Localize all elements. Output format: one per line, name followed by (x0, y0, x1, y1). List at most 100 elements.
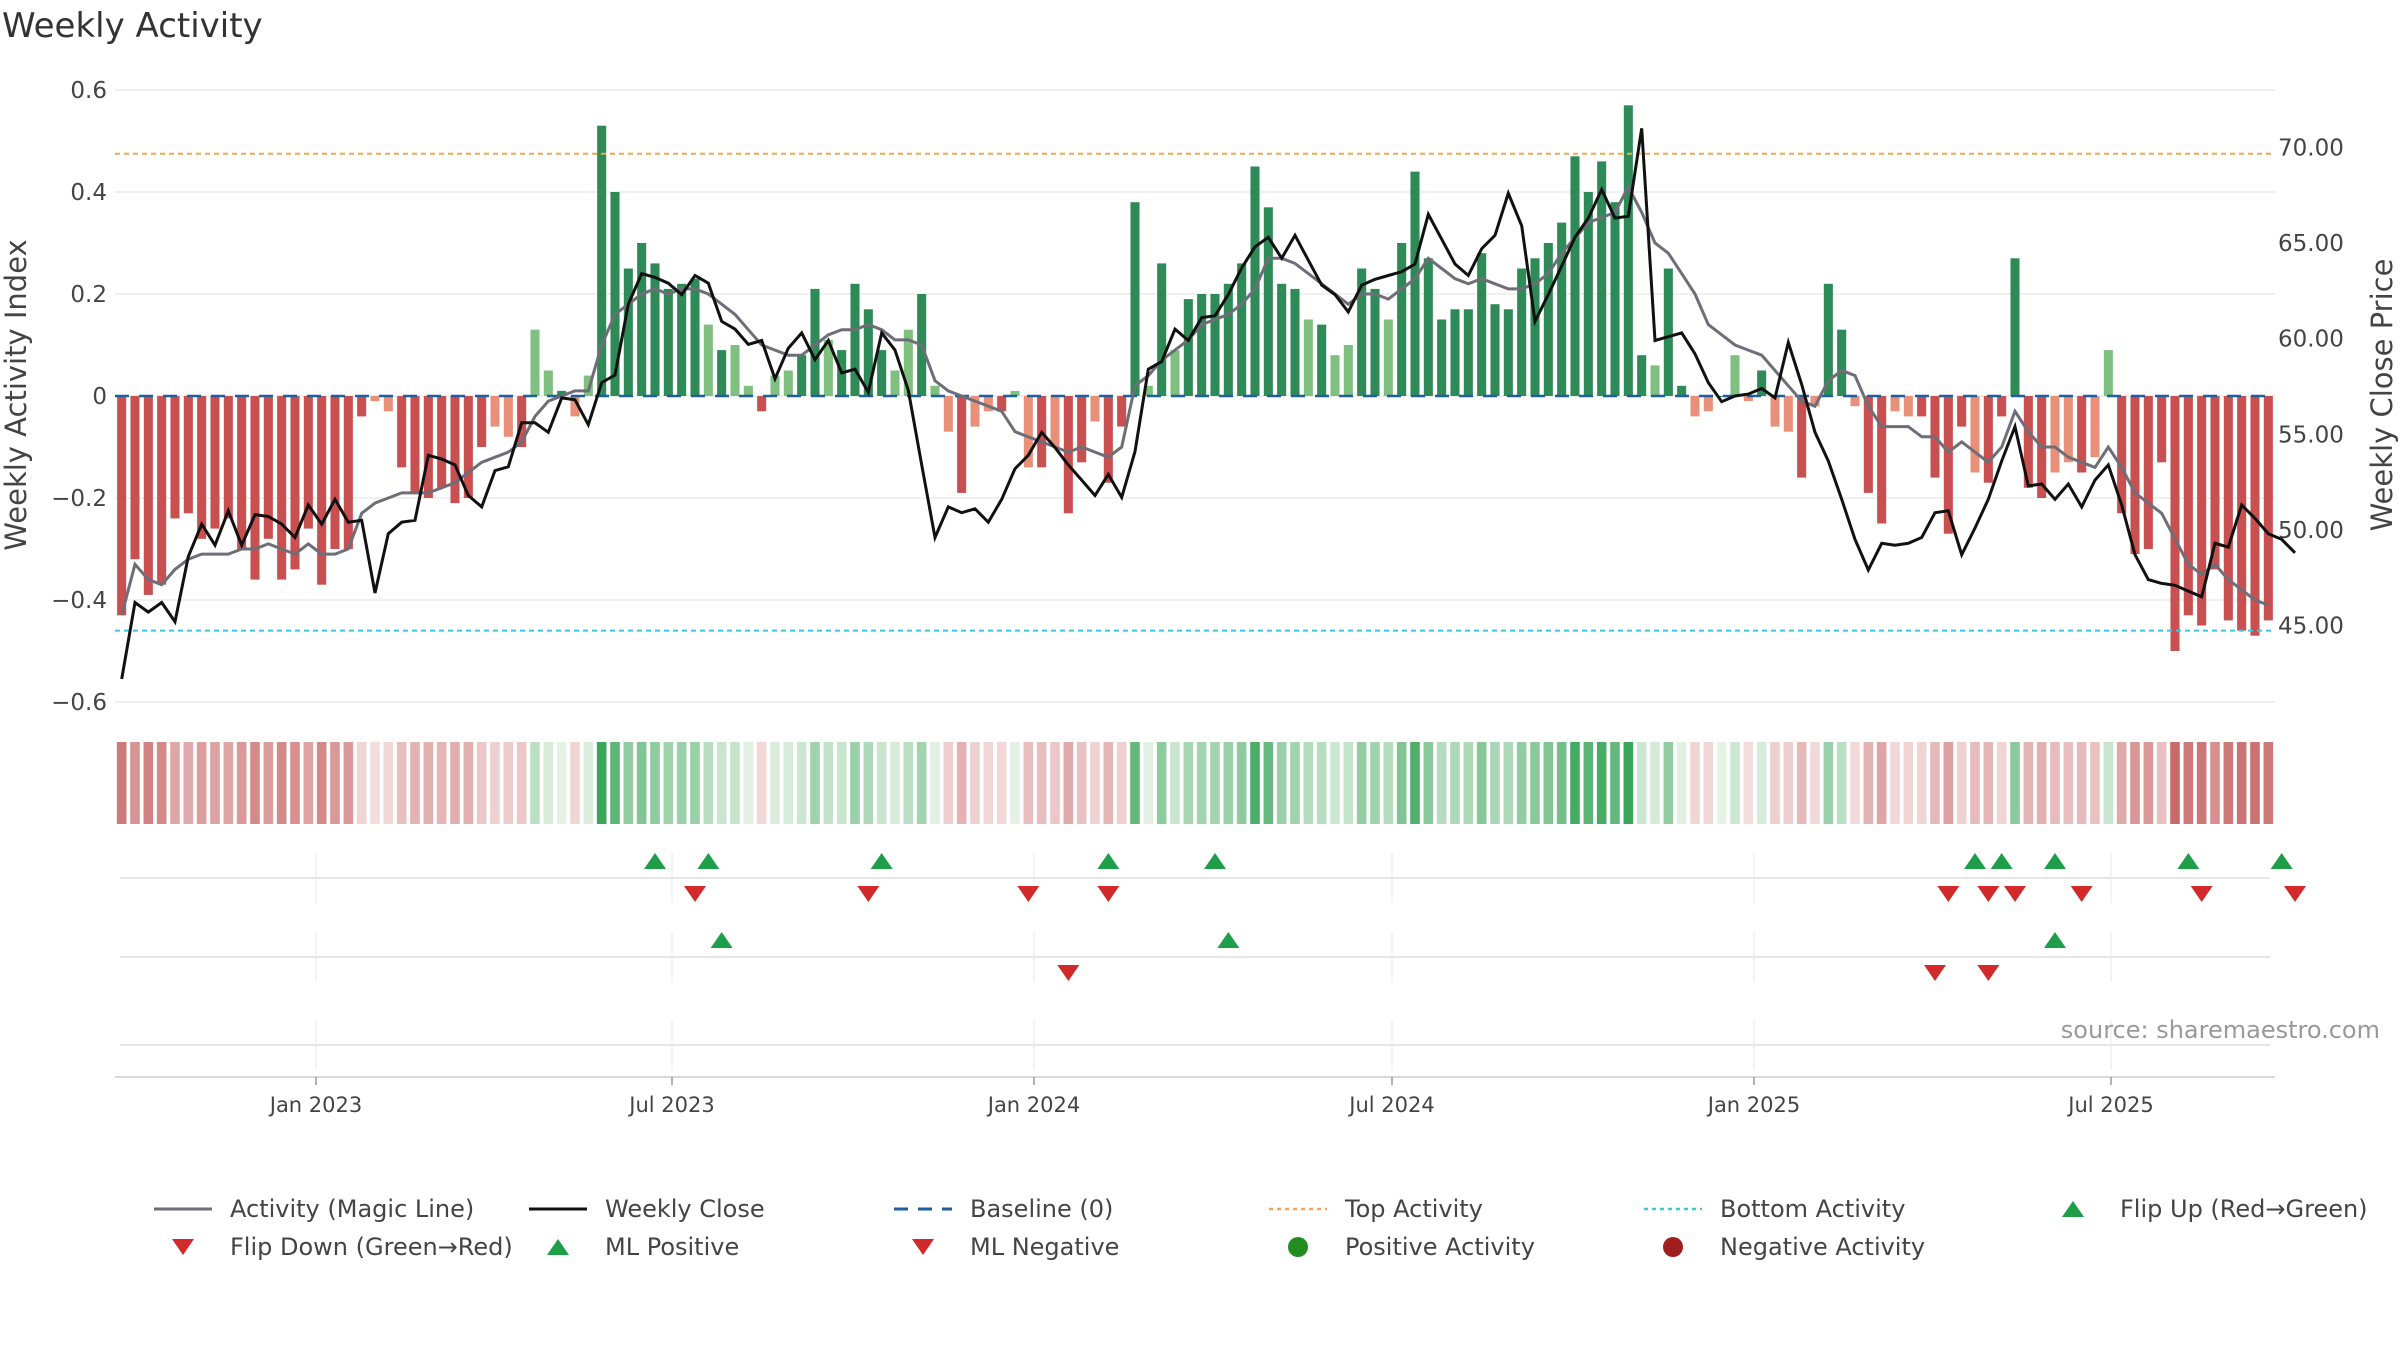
strip-cell (1090, 742, 1100, 824)
activity-bar (1463, 309, 1473, 396)
y-axis-label: Weekly Activity Index (0, 239, 33, 550)
strip-cell (943, 742, 954, 824)
activity-bar (1303, 319, 1313, 396)
strip-cell (1076, 742, 1087, 824)
strip-cell (1663, 742, 1674, 824)
y2-axis-label: Weekly Close Price (2365, 259, 2399, 532)
strip-cell (863, 742, 874, 824)
activity-bar (1277, 283, 1287, 396)
activity-bar (1677, 385, 1687, 396)
activity-bar (1557, 222, 1567, 396)
activity-bar (357, 396, 367, 417)
y-tick-label: 0.4 (70, 180, 107, 206)
strip-cell (170, 742, 180, 824)
strip-cell (210, 742, 220, 824)
strip-cell (250, 742, 260, 824)
activity-bar (623, 268, 633, 396)
activity-bar (1917, 396, 1927, 417)
strip-cell (1023, 742, 1034, 824)
y2-tick-label: 45.00 (2278, 614, 2344, 640)
flip-up-marker (870, 853, 893, 869)
strip-cell (1930, 742, 1940, 824)
strip-cell (2210, 742, 2220, 824)
activity-bar (1690, 396, 1700, 417)
activity-bar (1850, 396, 1860, 407)
activity-bar (743, 385, 753, 396)
activity-bar (890, 370, 900, 396)
activity-bar (197, 396, 207, 539)
activity-bar (477, 396, 487, 447)
y2-tick-label: 50.00 (2278, 518, 2344, 544)
strip-cell (1890, 742, 1900, 824)
strip-cell (1130, 742, 1140, 824)
strip-cell (1063, 742, 1074, 824)
strip-cell (610, 742, 620, 824)
strip-cell (730, 742, 740, 824)
activity-bar (210, 396, 220, 529)
strip-cell (2196, 742, 2207, 824)
activity-bar (223, 396, 233, 519)
circle-green-icon (1265, 1234, 1331, 1260)
activity-bar (1877, 396, 1887, 524)
strip-cell (1210, 742, 1220, 824)
activity-bar (1370, 288, 1380, 396)
activity-bar (1943, 396, 1953, 534)
activity-bar (957, 396, 967, 493)
activity-bar (1957, 396, 1967, 427)
y-tick-label: 0.6 (70, 78, 107, 104)
activity-color-strip (116, 742, 2274, 824)
strip-cell (783, 742, 794, 824)
source-label: source: sharemaestro.com (2061, 1016, 2380, 1044)
activity-bar (117, 396, 127, 616)
legend: Activity (Magic Line) Weekly Close Baselin… (150, 1195, 2400, 1305)
activity-bar (1903, 396, 1913, 417)
strip-cell (130, 742, 140, 824)
legend-item: ML Negative (890, 1233, 1119, 1261)
strip-cell (330, 742, 340, 824)
activity-bar (330, 396, 340, 549)
legend-label: Baseline (0) (970, 1195, 1114, 1223)
strip-cell (1516, 742, 1527, 824)
activity-bar (1357, 268, 1367, 396)
circle-red-icon (1640, 1234, 1706, 1260)
legend-item: ML Positive (525, 1233, 739, 1261)
activity-bar (1530, 258, 1540, 396)
activity-bar (2103, 350, 2113, 396)
activity-bar (237, 396, 247, 549)
flip-down-marker (2284, 886, 2306, 902)
activity-bar (690, 278, 700, 396)
activity-bar (570, 396, 580, 417)
activity-bar (1477, 253, 1487, 396)
activity-bar (637, 243, 647, 396)
strip-cell (2010, 742, 2020, 824)
triangle-down-red-icon (890, 1234, 956, 1260)
activity-bar (1837, 329, 1847, 396)
y2-tick-label: 55.00 (2278, 422, 2344, 448)
activity-bar (1757, 370, 1767, 396)
activity-bar (997, 396, 1007, 412)
y-tick-label: −0.6 (51, 690, 107, 716)
activity-bar (2117, 396, 2127, 514)
activity-bar (410, 396, 420, 493)
activity-bar (1743, 396, 1753, 402)
activity-bar (2237, 396, 2247, 631)
activity-bar (903, 329, 913, 396)
activity-bar (490, 396, 500, 427)
activity-bar (277, 396, 287, 580)
strip-cell (1223, 742, 1234, 824)
strip-cell (1583, 742, 1594, 824)
strip-cell (343, 742, 354, 824)
activity-bar (1863, 396, 1873, 493)
strip-cell (356, 742, 367, 824)
activity-bar (2010, 258, 2020, 396)
legend-label: Flip Up (Red→Green) (2120, 1195, 2368, 1223)
legend-item: Top Activity (1265, 1195, 1483, 1223)
strip-cell (1143, 742, 1154, 824)
flip-down-marker (1937, 886, 1960, 902)
activity-bar (1423, 258, 1433, 396)
strip-cell (1343, 742, 1354, 824)
strip-cell (183, 742, 194, 824)
activity-bar (823, 339, 833, 396)
strip-cell (1703, 742, 1714, 824)
strip-cell (303, 742, 314, 824)
